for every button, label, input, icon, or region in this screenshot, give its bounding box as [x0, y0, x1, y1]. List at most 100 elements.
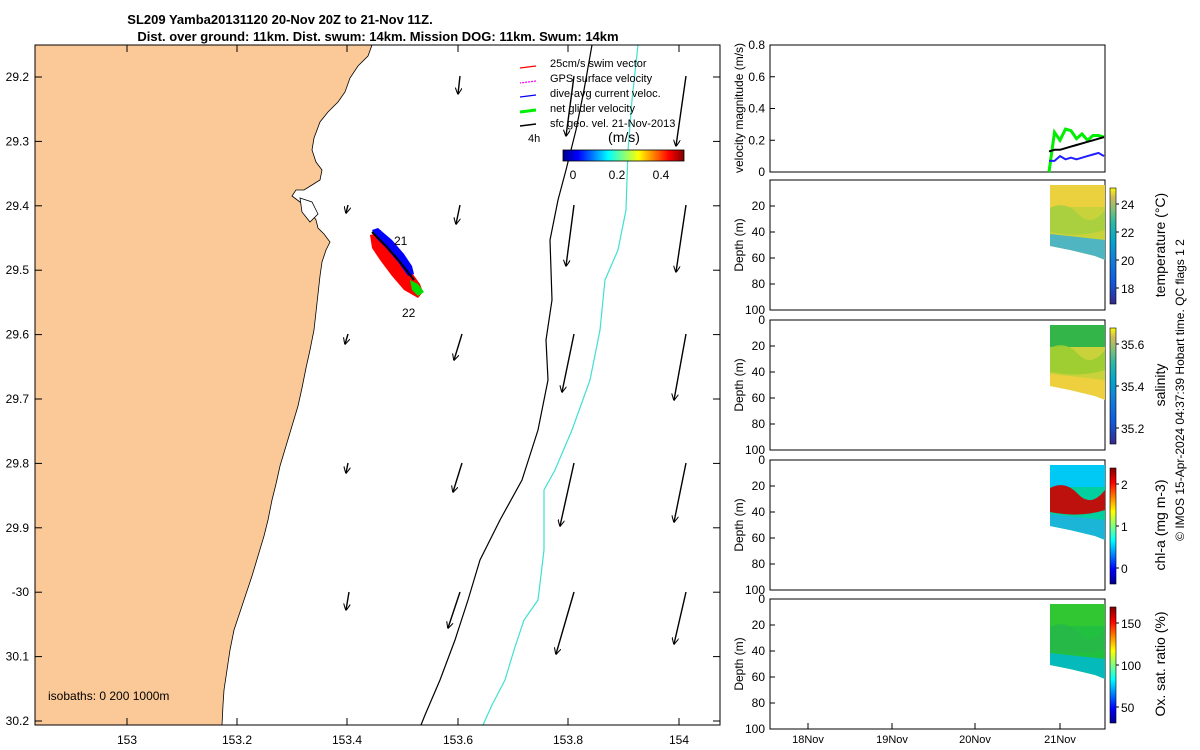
section-middle [1050, 345, 1105, 375]
colorbar-tick-label: 20 [1121, 254, 1135, 268]
depth-colorbar [1109, 467, 1117, 585]
map-x-tick-label: 153.2 [222, 733, 252, 747]
depth-panel-frame [769, 319, 1106, 451]
map-y-tick-label: -30 [12, 585, 30, 599]
depth-panel-frame [769, 179, 1106, 311]
map-y-tick-label: 29.4 [6, 199, 30, 213]
colorbar-tick-label: 22 [1121, 226, 1135, 240]
depth-panel-3: 0 20 40 60 80 100 Depth (m) 2 1 0 chl-a (mg m-3) [732, 453, 1168, 597]
depth-y-tick-label: 60 [752, 531, 766, 545]
colorbar-tick-0: 0 [570, 168, 577, 182]
section-middle [1050, 205, 1105, 235]
map-x-tick-label: 153.4 [332, 733, 362, 747]
depth-y-tick-label: 20 [752, 199, 766, 213]
depth-y-tick-label: 0 [758, 313, 765, 327]
depth-y-tick-label: 60 [752, 670, 766, 684]
depth-colorbar [1109, 327, 1117, 445]
section-upper [1050, 325, 1105, 347]
black-arrow-icon [519, 123, 537, 127]
map-x-tick-label: 153.8 [553, 733, 583, 747]
legend-label-dive: dive-avg current veloc. [550, 88, 661, 100]
depth-ylabel: Depth (m) [732, 358, 746, 411]
map-land [34, 44, 373, 726]
velocity-series [1047, 127, 1105, 173]
colorbar-tick-label: 1 [1121, 520, 1128, 534]
depth-y-tick-label: 80 [752, 277, 766, 291]
colorbar-label: Ox. sat. ratio (%) [1152, 611, 1168, 716]
time-x-axis: 18Nov 19Nov 20Nov 21Nov [792, 723, 1076, 746]
legend-label-gps: GPS surface velocity [550, 73, 653, 85]
credit-text: © IMOS 15-Apr-2024 04:37:39 Hobart time.… [1173, 239, 1187, 541]
map-y-tick-label: 29.8 [6, 456, 30, 470]
legend-label-net: net glider velocity [550, 103, 635, 115]
depth-ylabel: Depth (m) [732, 218, 746, 271]
velocity-line-green [1047, 127, 1105, 173]
depth-y-tick-label: 100 [745, 722, 765, 736]
depth-ylabel: Depth (m) [732, 498, 746, 551]
depth-y-tick-label: 100 [745, 583, 765, 597]
section-lower [1050, 653, 1105, 679]
colorbar-label: chl-a (mg m-3) [1152, 479, 1168, 570]
map-frame [34, 44, 721, 726]
section-upper [1050, 465, 1105, 487]
map-x-axis: 153 153.2 153.4 153.6 153.8 154 [117, 45, 689, 747]
magenta-arrow-icon [519, 80, 537, 84]
depth-y-tick-label: 100 [745, 443, 765, 457]
depth-panel-1: 20 40 60 80 100 Depth (m) 24 22 20 18 temperature … [732, 179, 1168, 317]
time-x-tick-label: 21Nov [1044, 734, 1076, 746]
map-bay [299, 197, 319, 223]
legend-label-swim: 25cm/s swim vector [550, 58, 647, 70]
depth-colorbar [1109, 606, 1117, 724]
depth-ylabel: Depth (m) [732, 637, 746, 690]
section-middle [1050, 624, 1105, 654]
velocity-y-tick-label: 0.6 [748, 70, 765, 84]
colorbar-tick-label: 18 [1121, 282, 1135, 296]
time-x-tick-label: 20Nov [959, 734, 991, 746]
red-arrow-icon [519, 65, 537, 69]
map-y-tick-label: 29.2 [6, 70, 30, 84]
depth-y-tick-label: 80 [752, 696, 766, 710]
depth-y-tick-label: 80 [752, 557, 766, 571]
colorbar-label: (m/s) [608, 129, 640, 145]
time-x-tick-label: 18Nov [792, 734, 824, 746]
depth-y-tick-label: 20 [752, 479, 766, 493]
track-label-21: 21 [394, 234, 408, 248]
colorbar-tick-label: 35.4 [1121, 380, 1145, 394]
colorbar-tick-label: 35.6 [1121, 338, 1145, 352]
depth-y-tick-label: 40 [752, 644, 766, 658]
velocity-y-tick-label: 0.2 [748, 133, 765, 147]
section-upper [1050, 185, 1105, 207]
time-x-tick-label: 19Nov [876, 734, 908, 746]
map-colorbar: 4h (m/s) 0 0.2 0.4 [528, 129, 685, 182]
colorbar-tick-label: 35.2 [1121, 422, 1145, 436]
velocity-y-tick-label: 0.4 [748, 102, 765, 116]
isobath-1000 [482, 44, 639, 726]
map-y-tick-label: 29.9 [6, 521, 30, 535]
colorbar-gradient [562, 149, 685, 162]
section-lower [1050, 234, 1105, 260]
colorbar-tick-label: 2 [1121, 478, 1128, 492]
isobath-200 [420, 44, 593, 726]
depth-y-tick-label: 60 [752, 391, 766, 405]
track-black-geo [371, 231, 415, 281]
track-green-net [410, 280, 424, 296]
depth-y-tick-label: 60 [752, 251, 766, 265]
depth-y-tick-label: 40 [752, 505, 766, 519]
depth-panel-frame [769, 598, 1106, 730]
section-lower [1050, 374, 1105, 400]
depth-y-tick-label: 0 [758, 453, 765, 467]
track-label-22: 22 [402, 306, 416, 320]
depth-panel-2: 0 20 40 60 80 100 Depth (m) 35.6 35.4 35.2 salinit… [732, 313, 1168, 457]
figure-title-line2: Dist. over ground: 11km. Dist. swum: 14k… [137, 29, 618, 44]
map-x-tick-label: 153.6 [443, 733, 473, 747]
map-y-tick-label: 29.6 [6, 328, 30, 342]
colorbar-tick-2: 0.4 [653, 168, 670, 182]
colorbar-tick-label: 24 [1121, 198, 1135, 212]
section-lower [1050, 514, 1105, 540]
map-panel: 21 22 25cm/s swim vecto [6, 44, 721, 747]
map-y-tick-label: 29.7 [6, 392, 30, 406]
geo-vector-field [345, 75, 687, 654]
colorbar-tick-label: 0 [1121, 562, 1128, 576]
colorbar-prefix: 4h [528, 133, 540, 145]
